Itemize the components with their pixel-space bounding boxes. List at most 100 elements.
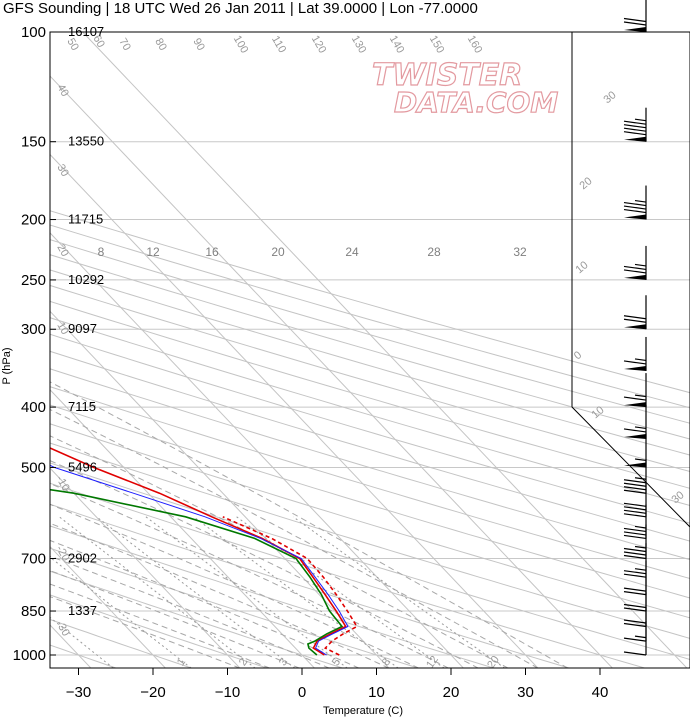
theta-e-label: 150: [427, 34, 447, 56]
height-label: 1337: [68, 603, 97, 618]
mixing-ratio-label: 8: [380, 656, 393, 668]
pressure-tick-label: 700: [21, 550, 46, 567]
pressure-tick-label: 300: [21, 321, 46, 338]
mixing-ratio-line: [58, 516, 256, 668]
mixing-ratio-label: 20: [485, 654, 502, 671]
isotherm-line: [50, 310, 390, 668]
wind-barb: [623, 336, 647, 371]
pressure-tick-label: 200: [21, 212, 46, 229]
pressure-tick-label: 850: [21, 603, 46, 620]
series-virtual-temperature: [50, 464, 349, 656]
isotherm-line: [50, 75, 613, 668]
theta-e-label: 80: [152, 36, 169, 53]
mixing-ratio-label: 3: [277, 656, 290, 668]
isotherm-line: [50, 153, 539, 668]
temperature-tick-label: 30: [517, 684, 534, 701]
pressure-tick-label: 1000: [13, 647, 46, 664]
isotherm-line: [50, 232, 464, 668]
sounding-traces: [50, 447, 359, 656]
mixing-ratio-label: 32: [513, 245, 527, 259]
dry-adiabat: [50, 594, 268, 668]
x-axis-label: Temperature (C): [323, 705, 403, 717]
dry-adiabat: [50, 547, 419, 668]
wind-barb: [623, 621, 647, 656]
theta-e-label: 100: [231, 34, 251, 56]
watermark-line2: DATA.COM: [394, 86, 558, 119]
pressure-tick-label: 250: [21, 272, 46, 289]
temperature-tick-label: 20: [443, 684, 460, 701]
dry-adiabat: [50, 210, 690, 394]
dry-adiabat: [50, 570, 344, 668]
wind-barb: [623, 295, 647, 330]
dry-adiabat: [50, 618, 193, 668]
height-label: 2902: [68, 550, 97, 565]
hodograph-frame: [571, 32, 690, 528]
dry-adiabat: [50, 239, 690, 424]
mixing-ratio-line: [236, 516, 445, 668]
mixing-ratio-label: 12: [424, 654, 441, 671]
mixing-ratio-line: [50, 616, 114, 668]
theta-e-label: 120: [309, 34, 329, 56]
mixing-ratio-label: 2: [237, 656, 250, 668]
wet-bulb-label: 10: [54, 320, 71, 337]
mixing-ratio-label: 28: [427, 245, 441, 259]
dry-adiabat: [50, 503, 570, 668]
theta-e-label: 130: [349, 34, 369, 56]
series-temperature: [50, 447, 347, 656]
mixing-ratio-line: [50, 556, 192, 668]
theta-e-label: 90: [190, 36, 207, 53]
pressure-tick-label: 150: [21, 134, 46, 151]
dry-adiabat: [50, 404, 690, 599]
temperature-tick-label: 10: [368, 684, 385, 701]
wind-barb: [623, 185, 647, 220]
temperature-tick-label: 0: [298, 684, 306, 701]
wind-barbs: [623, 0, 647, 656]
watermark-logo: TWISTER DATA.COM: [371, 57, 559, 119]
wet-bulb-label: 20: [54, 242, 71, 259]
isotherm-gridlines: [50, 32, 688, 668]
wind-scale-label: 20: [578, 175, 595, 192]
mixing-ratio-label: 12: [146, 245, 160, 259]
moist-adiabat: [50, 408, 539, 668]
dry-adiabat: [50, 350, 690, 542]
dry-adiabat: [50, 525, 495, 668]
theta-e-label: 160: [465, 34, 485, 56]
pressure-tick-label: 100: [21, 24, 46, 41]
dry-adiabat: [50, 269, 690, 456]
height-label: 13550: [68, 134, 104, 149]
mixing-ratio-label: 5: [330, 656, 343, 668]
dry-adiabat: [50, 333, 690, 524]
wet-bulb-label: 40: [54, 82, 71, 99]
series-parcel: [222, 516, 359, 656]
wind-scale-label: 0: [572, 349, 584, 362]
series-dewpoint: [50, 488, 344, 656]
moist-adiabat: [50, 460, 479, 668]
height-label: 5496: [68, 459, 97, 474]
wind-barb: [623, 245, 647, 280]
temperature-tick-label: −20: [140, 684, 165, 701]
wind-barb: [623, 543, 647, 578]
mixing-ratio-line: [292, 516, 506, 668]
temperature-tick-label: −30: [66, 684, 91, 701]
moist-adiabat: [50, 570, 300, 668]
mixing-ratio-label: 24: [345, 245, 359, 259]
dry-adiabat: [50, 368, 690, 561]
height-label: 10292: [68, 272, 104, 287]
moist-adiabat: [50, 596, 241, 668]
theta-e-label: 70: [116, 36, 133, 53]
temperature-tick-label: −10: [215, 684, 240, 701]
wet-bulb-label: 30: [54, 162, 71, 179]
mixing-ratio-label: 8: [98, 245, 105, 259]
mixing-ratio-label: 1: [175, 656, 188, 668]
moist-adiabat: [50, 522, 390, 668]
height-label: 9097: [68, 321, 97, 336]
wind-scale-label: 30: [602, 89, 619, 106]
dry-adiabat: [50, 462, 690, 660]
moist-adiabat: [50, 435, 509, 668]
mixing-ratio-line: [193, 516, 399, 668]
theta-e-label: 140: [387, 34, 407, 56]
height-label: 7115: [68, 399, 96, 414]
